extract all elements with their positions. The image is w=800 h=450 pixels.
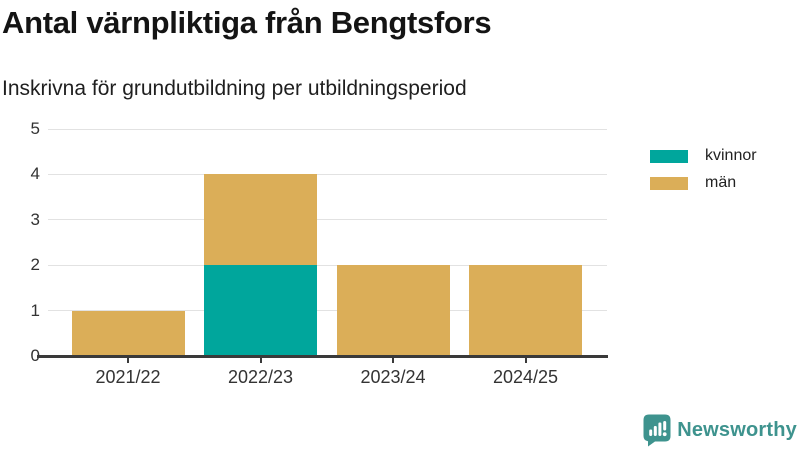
x-tick-2024/25: [524, 357, 527, 363]
x-tick-2022/23: [259, 357, 262, 363]
bar-segment-kvinnor-2022/23: [204, 265, 317, 356]
newsworthy-logo-link[interactable]: Newsworthy: [643, 414, 797, 447]
chart-title: Antal värnpliktiga från Bengtsfors: [2, 5, 492, 40]
legend-swatch-kvinnor: [650, 149, 688, 163]
bar-segment-män-2021/22: [71, 310, 185, 356]
y-tick-label-1: 1: [30, 300, 40, 320]
bar-segment-män-2023/24: [336, 265, 450, 356]
x-tick-label-2023/24: 2023/24: [360, 367, 426, 387]
y-tick-label-2: 2: [30, 255, 40, 275]
legend-label-män: män: [705, 174, 737, 191]
gridline-y3: [48, 219, 607, 221]
y-tick-label-3: 3: [30, 209, 40, 229]
gridline-y1: [48, 310, 607, 312]
legend: kvinnor män: [650, 147, 757, 203]
bar-segment-män-2024/25: [469, 265, 582, 356]
y-tick-label-0: 0: [30, 346, 40, 365]
x-tick-2023/24: [392, 357, 394, 363]
x-tick-label-2022/23: 2022/23: [227, 367, 294, 387]
bar-segment-män-2022/23: [204, 174, 317, 266]
gridline-y2: [48, 264, 607, 266]
y-tick-label-5: 5: [30, 119, 40, 138]
x-axis-line: [37, 354, 608, 358]
legend-item-kvinnor: kvinnor: [650, 147, 757, 164]
gridline-y5: [48, 128, 607, 130]
x-tick-label-2021/22: 2021/22: [95, 367, 161, 387]
chart-subtitle: Inskrivna för grundutbildning per utbild…: [2, 77, 467, 100]
newsworthy-wordmark: Newsworthy: [677, 419, 797, 441]
y-tick-label-4: 4: [30, 164, 40, 184]
legend-label-kvinnor: kvinnor: [705, 147, 757, 164]
legend-swatch-män: [650, 176, 688, 190]
newsworthy-icon: [643, 414, 671, 447]
x-tick-2021/22: [127, 357, 129, 363]
legend-item-män: män: [650, 174, 757, 191]
gridline-y4: [48, 173, 607, 175]
x-tick-label-2024/25: 2024/25: [492, 367, 559, 387]
